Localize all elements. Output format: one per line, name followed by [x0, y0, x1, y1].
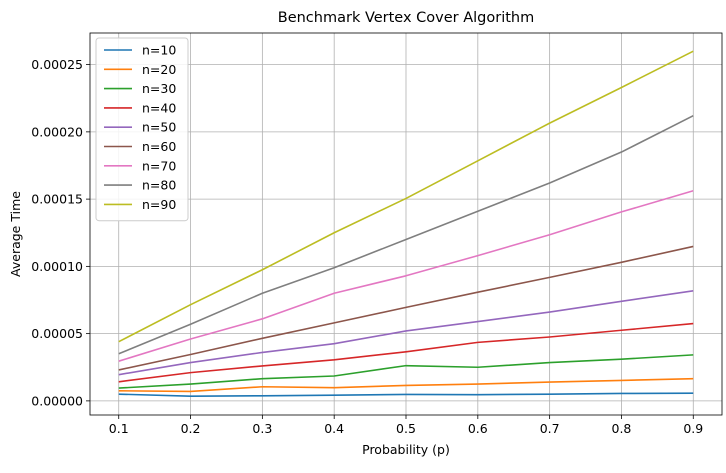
series-line-n-40 — [118, 322, 694, 383]
legend-label: n=50 — [142, 120, 176, 135]
y-axis-label: Average Time — [8, 191, 23, 277]
y-tick-label: 0.00020 — [31, 124, 83, 139]
legend-label: n=40 — [142, 100, 176, 115]
axes: 0.1 0.2 0.3 0.4 0.5 0.6 0.7 0.8 0.9 0.00000 0.0000… — [31, 57, 703, 436]
x-tick-label: 0.4 — [324, 421, 344, 436]
x-tick-label: 0.9 — [683, 421, 703, 436]
chart-title: Benchmark Vertex Cover Algorithm — [278, 10, 535, 26]
y-tick-label: 0.00005 — [31, 326, 83, 341]
series-line-n-70 — [118, 190, 694, 362]
series-line-n-90 — [118, 50, 694, 343]
y-tick-label: 0.00010 — [31, 259, 83, 274]
series-line-n-10 — [118, 392, 694, 397]
x-tick-label: 0.1 — [109, 421, 129, 436]
y-tick-label: 0.00025 — [31, 57, 83, 72]
legend-label: n=20 — [142, 62, 176, 77]
x-tick-label: 0.5 — [396, 421, 416, 436]
series-line-n-20 — [118, 377, 694, 393]
series-line-n-30 — [118, 354, 694, 389]
legend-label: n=30 — [142, 81, 176, 96]
x-tick-label: 0.8 — [612, 421, 632, 436]
x-axis-label: Probability (p) — [362, 442, 450, 457]
legend-label: n=10 — [142, 43, 176, 58]
legend-box — [95, 37, 189, 222]
legend-label: n=90 — [142, 197, 176, 212]
series-line-n-60 — [118, 245, 694, 371]
x-tick-label: 0.7 — [540, 421, 560, 436]
legend-label: n=60 — [142, 139, 176, 154]
y-tick-label: 0.00000 — [31, 393, 83, 408]
legend: n=10 n=20 n=30 n=40 n=50 n=60 n=70 n=80 n=90 — [95, 37, 189, 222]
x-tick-label: 0.6 — [468, 421, 488, 436]
series-lines — [118, 50, 694, 397]
legend-label: n=80 — [142, 178, 176, 193]
legend-label: n=70 — [142, 158, 176, 173]
x-tick-label: 0.2 — [181, 421, 201, 436]
series-line-n-50 — [118, 290, 694, 376]
x-tick-label: 0.3 — [252, 421, 272, 436]
series-line-n-80 — [118, 115, 694, 355]
y-tick-label: 0.00015 — [31, 192, 83, 207]
